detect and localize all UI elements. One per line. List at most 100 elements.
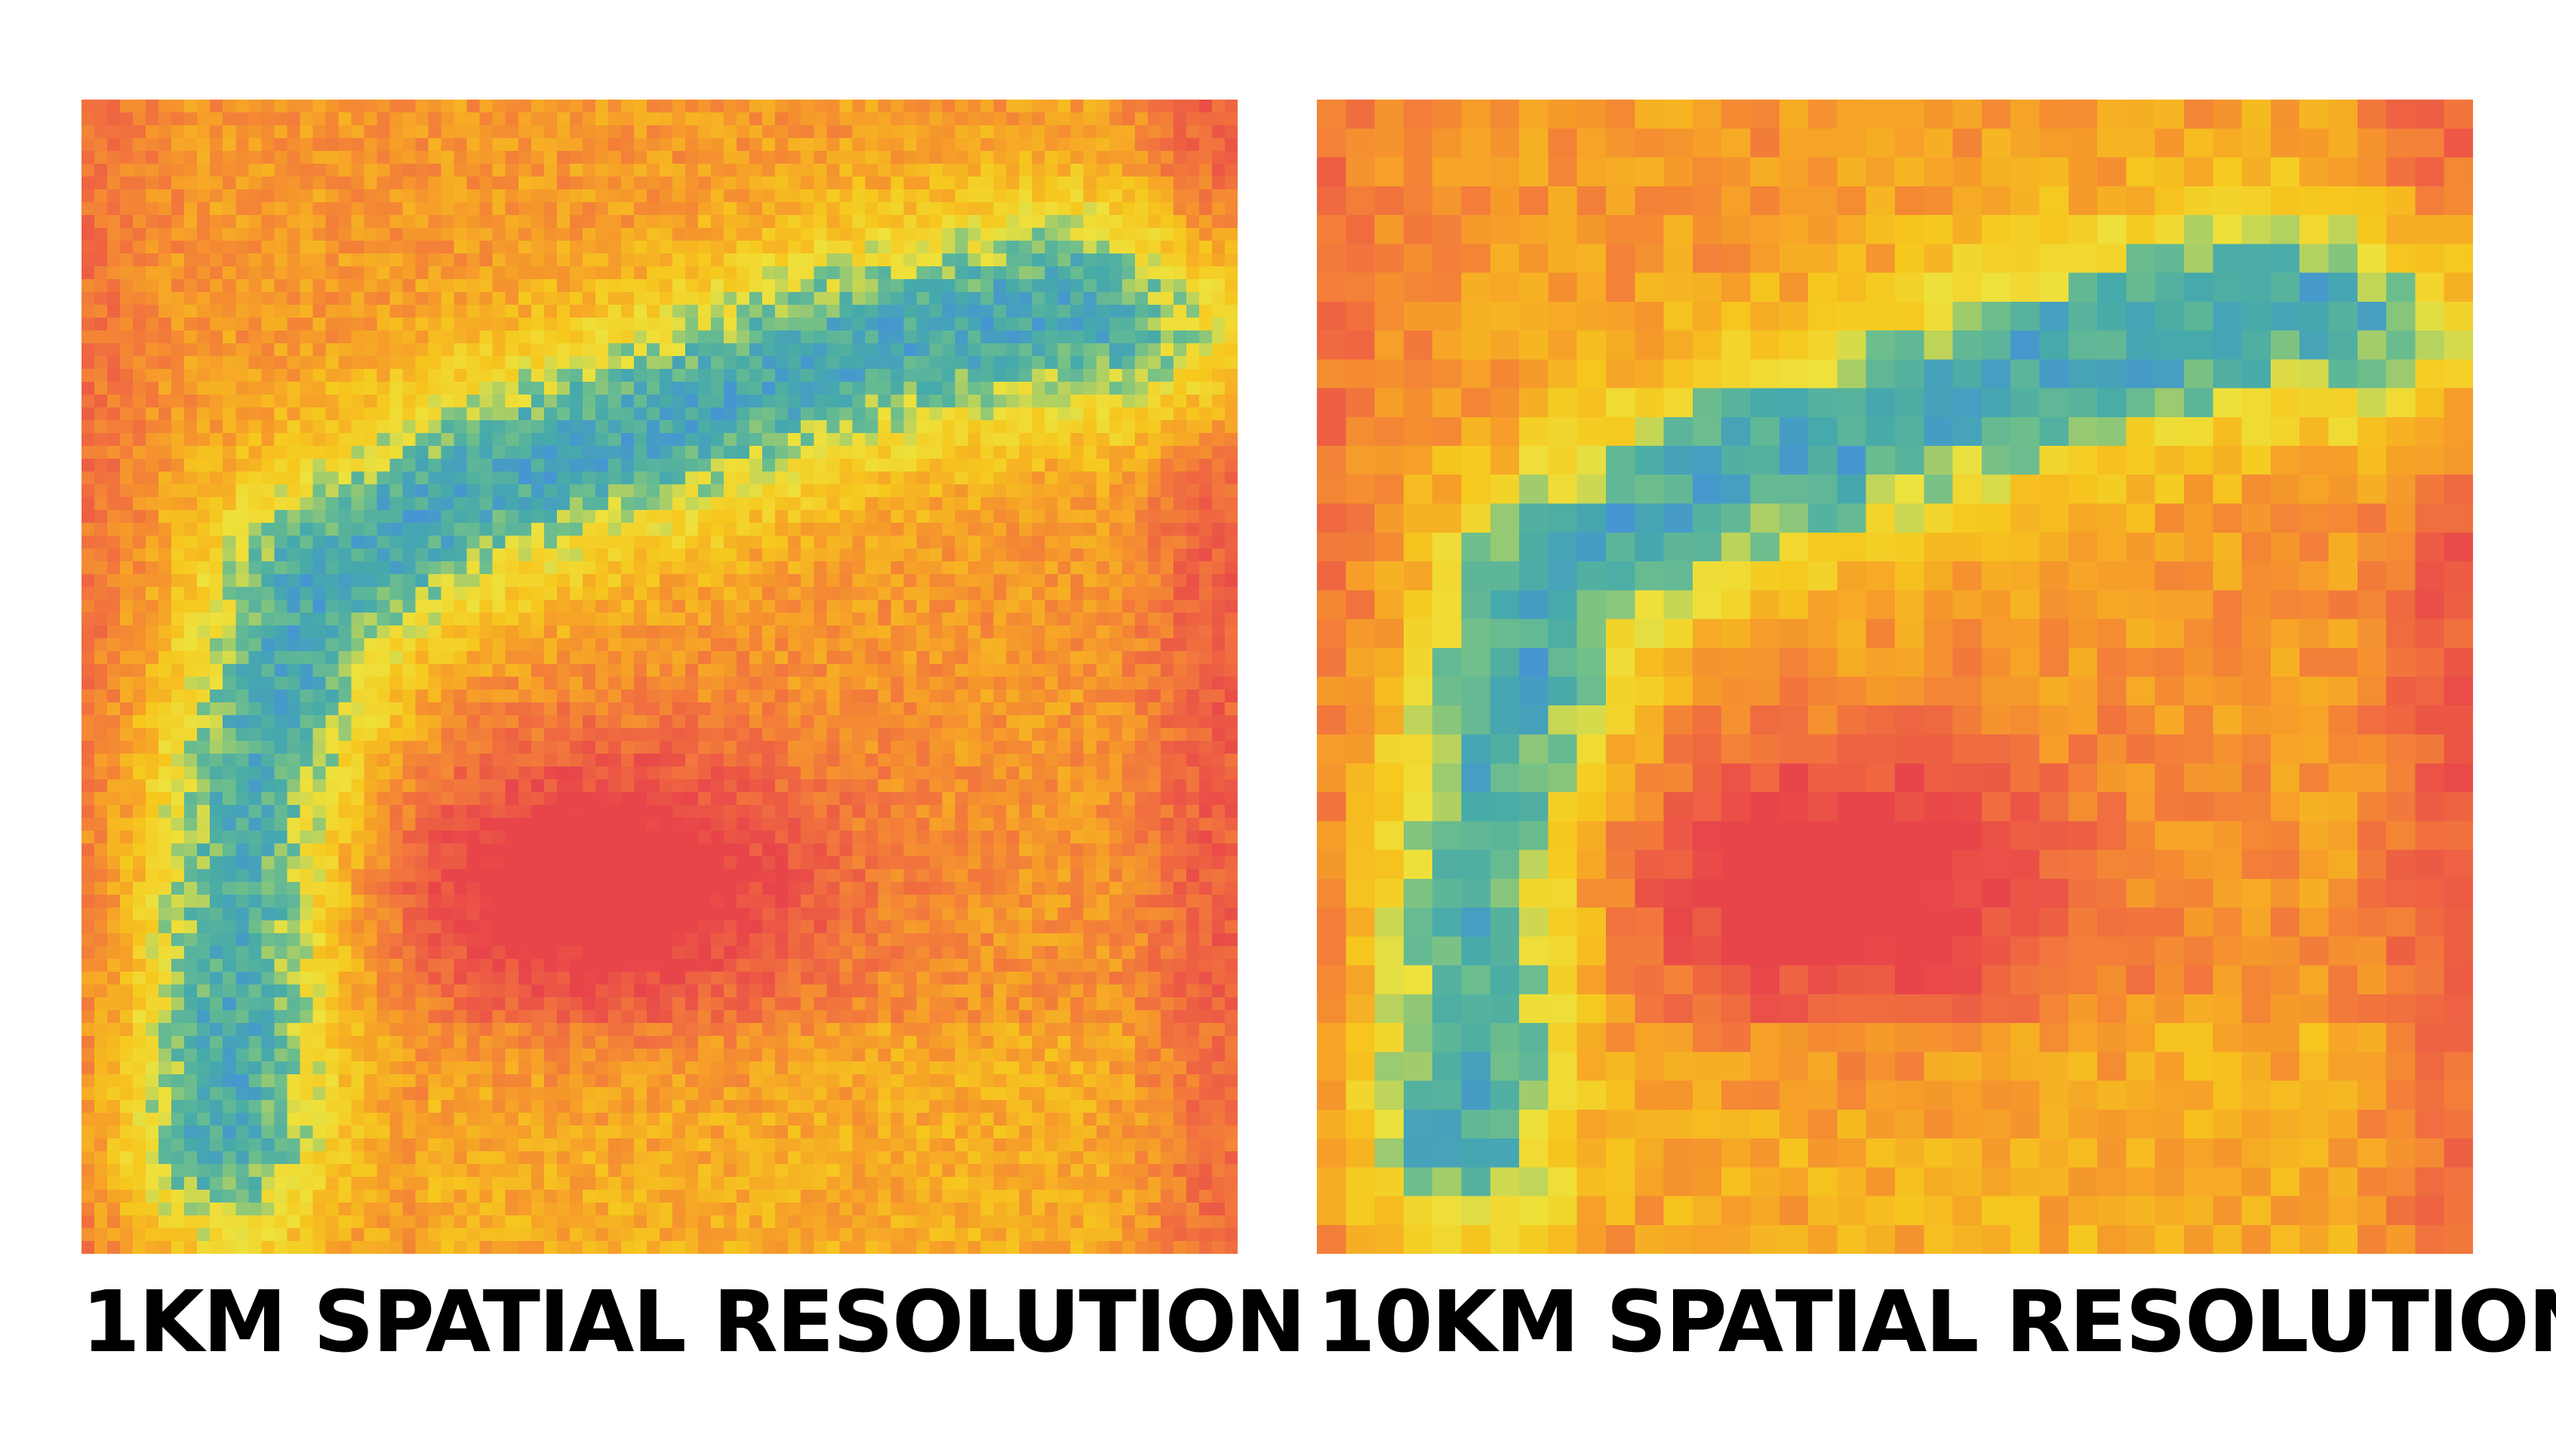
- map-cell: [749, 266, 763, 280]
- map-cell: [556, 432, 571, 447]
- map-cell: [158, 689, 172, 703]
- map-cell: [531, 459, 545, 472]
- map-cell: [543, 176, 558, 190]
- map-cell: [1070, 189, 1084, 203]
- map-cell: [351, 714, 364, 729]
- map-cell: [1224, 394, 1238, 408]
- map-cell: [1211, 112, 1226, 126]
- map-cell: [454, 189, 468, 203]
- map-cell: [441, 472, 454, 485]
- map-cell: [582, 215, 596, 229]
- map-cell: [300, 677, 313, 690]
- map-cell: [1160, 459, 1174, 472]
- map-cell: [1147, 407, 1161, 421]
- map-cell: [711, 637, 724, 652]
- map-cell: [1186, 535, 1200, 549]
- map-cell: [120, 100, 134, 113]
- map-cell: [1121, 714, 1136, 729]
- map-cell: [351, 291, 364, 306]
- map-cell: [197, 714, 211, 729]
- map-cell: [210, 317, 223, 331]
- map-cell: [890, 240, 904, 254]
- map-cell: [261, 381, 275, 395]
- map-cell: [518, 472, 532, 485]
- map-cell: [724, 573, 737, 588]
- map-cell: [620, 446, 635, 459]
- map-cell: [929, 266, 943, 280]
- map-cell: [210, 805, 223, 819]
- map-cell: [338, 150, 352, 164]
- map-cell: [1173, 189, 1187, 203]
- map-cell: [402, 240, 416, 254]
- map-cell: [171, 535, 185, 549]
- map-cell: [235, 689, 249, 703]
- map-cell: [146, 189, 159, 203]
- map-cell: [466, 792, 481, 806]
- map-cell: [1160, 330, 1174, 344]
- map-cell: [197, 266, 211, 280]
- map-cell: [402, 355, 416, 370]
- map-cell: [1121, 201, 1136, 216]
- map-cell: [1057, 201, 1072, 216]
- map-cell: [479, 650, 494, 665]
- map-cell: [505, 573, 519, 588]
- map-cell: [107, 612, 121, 626]
- map-cell: [607, 150, 622, 164]
- map-cell: [762, 330, 776, 344]
- map-cell: [197, 150, 211, 164]
- map-cell: [377, 535, 390, 549]
- map-cell: [672, 522, 686, 536]
- map-cell: [120, 714, 134, 729]
- map-cell: [980, 407, 994, 421]
- map-cell: [839, 714, 853, 729]
- map-cell: [223, 176, 236, 190]
- map-cell: [300, 753, 313, 767]
- map-cell: [903, 561, 917, 575]
- map-cell: [1173, 137, 1187, 152]
- map-cell: [685, 625, 699, 639]
- map-cell: [133, 150, 146, 164]
- map-cell: [133, 419, 146, 434]
- map-cell: [1173, 472, 1187, 485]
- map-cell: [1083, 459, 1097, 472]
- map-cell: [890, 650, 904, 665]
- map-cell: [402, 561, 416, 575]
- map-cell: [942, 446, 955, 459]
- map-cell: [133, 714, 146, 729]
- map-cell: [505, 304, 519, 318]
- map-cell: [428, 176, 441, 190]
- map-cell: [171, 766, 185, 780]
- map-cell: [351, 625, 364, 639]
- map-cell: [1083, 137, 1097, 152]
- map-cell: [1224, 228, 1238, 241]
- map-cell: [158, 727, 172, 742]
- map-cell: [1121, 228, 1136, 241]
- map-cell: [94, 625, 108, 639]
- map-cell: [479, 599, 494, 613]
- map-cell: [184, 548, 198, 562]
- map-cell: [107, 714, 121, 729]
- map-cell: [1198, 459, 1213, 472]
- map-cell: [967, 727, 981, 742]
- map-cell: [158, 586, 172, 601]
- map-cell: [620, 727, 635, 742]
- map-cell: [775, 266, 789, 280]
- map-cell: [543, 368, 558, 382]
- map-cell: [1057, 663, 1072, 677]
- map-cell: [620, 112, 635, 126]
- map-cell: [82, 472, 95, 485]
- map-cell: [248, 240, 262, 254]
- map-cell: [582, 792, 596, 806]
- map-cell: [955, 484, 968, 498]
- map-cell: [184, 650, 198, 665]
- map-cell: [620, 355, 635, 370]
- map-cell: [672, 342, 686, 357]
- map-cell: [1160, 496, 1174, 511]
- map-cell: [1224, 355, 1238, 370]
- map-cell: [826, 446, 840, 459]
- map-cell: [492, 753, 506, 767]
- map-cell: [377, 201, 390, 216]
- map-cell: [698, 342, 712, 357]
- map-cell: [402, 689, 416, 703]
- map-cell: [287, 407, 300, 421]
